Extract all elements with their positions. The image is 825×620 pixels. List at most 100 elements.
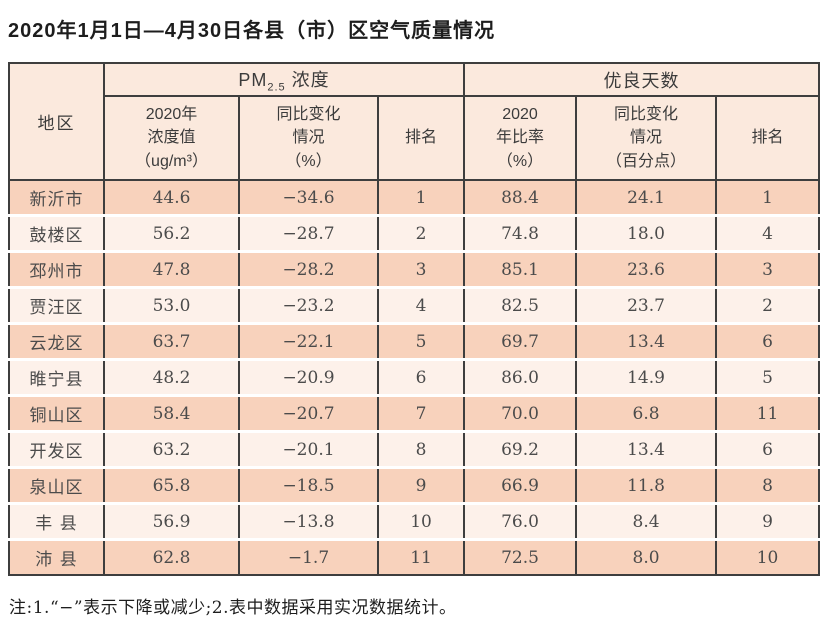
col-group-good-days: 优良天数 xyxy=(463,63,821,97)
pm-rank-cell: 2 xyxy=(376,214,466,252)
good-ratio-cell: 76.0 xyxy=(463,502,578,540)
pm-rank-cell: 8 xyxy=(376,430,466,468)
table-row: 新沂市 44.6 −34.6 1 88.4 24.1 1 xyxy=(8,180,821,216)
good-rank-cell: 8 xyxy=(715,466,821,504)
pm-label-suffix: 浓度 xyxy=(285,69,330,90)
good-change-cell: 11.8 xyxy=(575,466,718,504)
col-header-region: 地区 xyxy=(8,63,105,181)
good-ratio-cell: 85.1 xyxy=(463,250,578,288)
pm-rank-cell: 4 xyxy=(376,286,466,324)
air-quality-table: 地区 PM2.5 浓度 优良天数 2020年 浓度值 （ug/m³） 同比变化 … xyxy=(8,62,821,576)
col-header-pm-value: 2020年 浓度值 （ug/m³） xyxy=(103,96,240,181)
good-ratio-cell: 86.0 xyxy=(463,358,578,396)
table-row: 开发区 63.2 −20.1 8 69.2 13.4 6 xyxy=(8,430,821,468)
table-row: 睢宁县 48.2 −20.9 6 86.0 14.9 5 xyxy=(8,358,821,396)
pm-change-cell: −34.6 xyxy=(238,180,379,216)
pm-rank-cell: 11 xyxy=(376,538,466,575)
col-header-good-change: 同比变化 情况 （百分点） xyxy=(575,96,718,181)
pm-value-cell: 63.2 xyxy=(103,430,240,468)
good-rank-cell: 5 xyxy=(715,358,821,396)
pm-rank-cell: 1 xyxy=(376,180,466,216)
col-header-pm-change: 同比变化 情况 （%） xyxy=(238,96,379,181)
pm-change-cell: −13.8 xyxy=(238,502,379,540)
good-change-cell: 6.8 xyxy=(575,394,718,432)
pm-change-cell: −20.7 xyxy=(238,394,379,432)
table-row: 丰 县 56.9 −13.8 10 76.0 8.4 9 xyxy=(8,502,821,540)
good-change-cell: 23.7 xyxy=(575,286,718,324)
pm-value-cell: 48.2 xyxy=(103,358,240,396)
pm-value-cell: 62.8 xyxy=(103,538,240,575)
region-cell: 云龙区 xyxy=(8,322,105,360)
pm-value-cell: 56.9 xyxy=(103,502,240,540)
pm-rank-cell: 9 xyxy=(376,466,466,504)
region-cell: 丰 县 xyxy=(8,502,105,540)
good-rank-cell: 9 xyxy=(715,502,821,540)
good-rank-cell: 1 xyxy=(715,180,821,216)
good-change-cell: 24.1 xyxy=(575,180,718,216)
good-change-cell: 14.9 xyxy=(575,358,718,396)
region-cell: 沛 县 xyxy=(8,538,105,575)
good-ratio-cell: 66.9 xyxy=(463,466,578,504)
good-ratio-cell: 82.5 xyxy=(463,286,578,324)
good-rank-cell: 2 xyxy=(715,286,821,324)
region-cell: 睢宁县 xyxy=(8,358,105,396)
table-row: 贾汪区 53.0 −23.2 4 82.5 23.7 2 xyxy=(8,286,821,324)
pm-rank-cell: 5 xyxy=(376,322,466,360)
good-change-cell: 8.0 xyxy=(575,538,718,575)
good-change-cell: 18.0 xyxy=(575,214,718,252)
table-row: 泉山区 65.8 −18.5 9 66.9 11.8 8 xyxy=(8,466,821,504)
pm-change-cell: −18.5 xyxy=(238,466,379,504)
table-row: 鼓楼区 56.2 −28.7 2 74.8 18.0 4 xyxy=(8,214,821,252)
good-ratio-cell: 69.7 xyxy=(463,322,578,360)
page-title: 2020年1月1日—4月30日各县（市）区空气质量情况 xyxy=(8,20,496,42)
good-rank-cell: 3 xyxy=(715,250,821,288)
good-change-cell: 13.4 xyxy=(575,322,718,360)
pm-value-cell: 47.8 xyxy=(103,250,240,288)
good-rank-cell: 10 xyxy=(715,538,821,575)
col-group-pm25: PM2.5 浓度 xyxy=(102,63,466,97)
pm-rank-cell: 7 xyxy=(376,394,466,432)
region-cell: 新沂市 xyxy=(8,180,105,216)
pm-change-cell: −22.1 xyxy=(238,322,379,360)
pm-value-cell: 53.0 xyxy=(103,286,240,324)
footnote: 注:1.“−”表示下降或减少;2.表中数据采用实况数据统计。 xyxy=(9,598,457,618)
pm-rank-cell: 10 xyxy=(376,502,466,540)
region-cell: 贾汪区 xyxy=(8,286,105,324)
pm-change-cell: −20.9 xyxy=(238,358,379,396)
table-row: 铜山区 58.4 −20.7 7 70.0 6.8 11 xyxy=(8,394,821,432)
table-header: 地区 PM2.5 浓度 优良天数 2020年 浓度值 （ug/m³） 同比变化 … xyxy=(8,63,821,181)
good-rank-cell: 4 xyxy=(715,214,821,252)
region-cell: 邳州市 xyxy=(8,250,105,288)
good-rank-cell: 6 xyxy=(715,322,821,360)
pm-change-cell: −28.2 xyxy=(238,250,379,288)
header-group-row: 地区 PM2.5 浓度 优良天数 xyxy=(8,63,821,181)
pm-value-cell: 58.4 xyxy=(103,394,240,432)
good-rank-cell: 6 xyxy=(715,430,821,468)
region-cell: 鼓楼区 xyxy=(8,214,105,252)
region-cell: 开发区 xyxy=(8,430,105,468)
pm-rank-cell: 6 xyxy=(376,358,466,396)
region-cell: 泉山区 xyxy=(8,466,105,504)
pm-subscript: 2.5 xyxy=(267,81,286,94)
table-row: 云龙区 63.7 −22.1 5 69.7 13.4 6 xyxy=(8,322,821,360)
good-ratio-cell: 72.5 xyxy=(463,538,578,575)
table-body: 新沂市 44.6 −34.6 1 88.4 24.1 1 鼓楼区 56.2 −28.7 2 74.8 1… xyxy=(8,180,821,575)
good-change-cell: 23.6 xyxy=(575,250,718,288)
pm-change-cell: −28.7 xyxy=(238,214,379,252)
pm-rank-cell: 3 xyxy=(376,250,466,288)
region-cell: 铜山区 xyxy=(8,394,105,432)
col-header-good-rank: 排名 xyxy=(715,96,821,181)
col-header-good-ratio: 2020 年比率 （%） xyxy=(463,96,578,181)
good-ratio-cell: 88.4 xyxy=(463,180,578,216)
pm-value-cell: 44.6 xyxy=(103,180,240,216)
pm-change-cell: −23.2 xyxy=(238,286,379,324)
good-ratio-cell: 74.8 xyxy=(463,214,578,252)
good-ratio-cell: 70.0 xyxy=(463,394,578,432)
pm-label-text: PM xyxy=(238,69,268,90)
good-rank-cell: 11 xyxy=(715,394,821,432)
good-ratio-cell: 69.2 xyxy=(463,430,578,468)
col-header-pm-rank: 排名 xyxy=(376,96,466,181)
table-row: 沛 县 62.8 −1.7 11 72.5 8.0 10 xyxy=(8,538,821,575)
good-change-cell: 13.4 xyxy=(575,430,718,468)
